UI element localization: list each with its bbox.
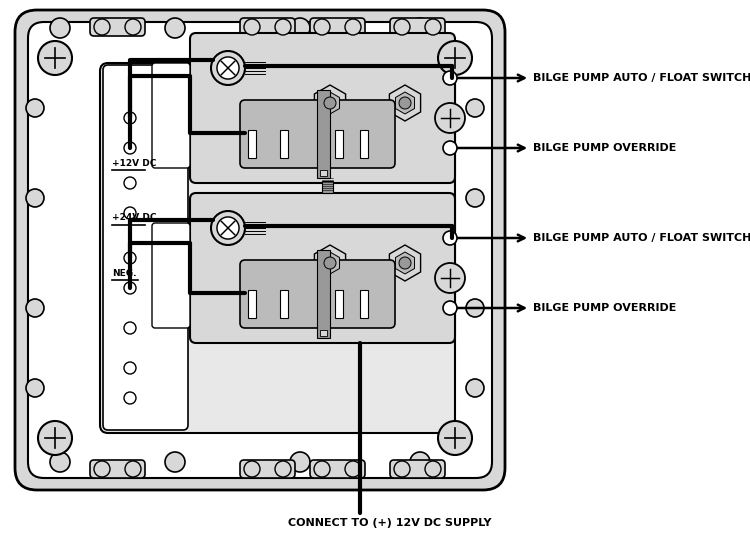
Circle shape — [50, 452, 70, 472]
Circle shape — [435, 103, 465, 133]
FancyBboxPatch shape — [190, 193, 455, 343]
Bar — [360, 130, 368, 158]
Circle shape — [345, 19, 361, 35]
FancyBboxPatch shape — [240, 100, 395, 168]
Circle shape — [275, 19, 291, 35]
Circle shape — [443, 301, 457, 315]
FancyBboxPatch shape — [310, 18, 365, 36]
Circle shape — [466, 299, 484, 317]
Circle shape — [94, 19, 110, 35]
Circle shape — [165, 452, 185, 472]
Circle shape — [124, 177, 136, 189]
Text: BILGE PUMP OVERRIDE: BILGE PUMP OVERRIDE — [533, 143, 676, 153]
Bar — [280, 130, 288, 158]
Circle shape — [275, 461, 291, 477]
FancyBboxPatch shape — [28, 22, 492, 478]
Circle shape — [124, 322, 136, 334]
Bar — [317, 90, 330, 178]
Bar — [335, 290, 343, 318]
Circle shape — [26, 99, 44, 117]
Circle shape — [50, 18, 70, 38]
Circle shape — [435, 263, 465, 293]
Circle shape — [38, 421, 72, 455]
Circle shape — [410, 18, 430, 38]
Bar — [322, 181, 333, 193]
Bar — [248, 130, 256, 158]
Circle shape — [217, 57, 239, 79]
Circle shape — [314, 461, 330, 477]
Circle shape — [165, 18, 185, 38]
Circle shape — [425, 19, 441, 35]
Circle shape — [211, 211, 245, 245]
FancyBboxPatch shape — [90, 460, 145, 478]
Text: +12V DC: +12V DC — [112, 159, 156, 167]
FancyBboxPatch shape — [90, 18, 145, 36]
Circle shape — [244, 19, 260, 35]
Circle shape — [399, 257, 411, 269]
Text: BILGE PUMP OVERRIDE: BILGE PUMP OVERRIDE — [533, 303, 676, 313]
Circle shape — [394, 461, 410, 477]
FancyBboxPatch shape — [240, 18, 295, 36]
Circle shape — [217, 217, 239, 239]
Circle shape — [394, 19, 410, 35]
FancyBboxPatch shape — [100, 63, 455, 433]
Bar — [320, 330, 327, 336]
Circle shape — [94, 461, 110, 477]
FancyBboxPatch shape — [390, 18, 445, 36]
Text: NEG.: NEG. — [112, 268, 136, 278]
Circle shape — [124, 282, 136, 294]
Text: CONNECT TO (+) 12V DC SUPPLY: CONNECT TO (+) 12V DC SUPPLY — [288, 518, 492, 528]
Circle shape — [125, 461, 141, 477]
Circle shape — [124, 207, 136, 219]
Circle shape — [345, 461, 361, 477]
Circle shape — [124, 112, 136, 124]
Circle shape — [290, 18, 310, 38]
Circle shape — [324, 97, 336, 109]
Circle shape — [466, 189, 484, 207]
Circle shape — [26, 299, 44, 317]
FancyBboxPatch shape — [310, 460, 365, 478]
Circle shape — [466, 99, 484, 117]
FancyBboxPatch shape — [152, 223, 190, 328]
Circle shape — [211, 51, 245, 85]
Circle shape — [124, 252, 136, 264]
Circle shape — [399, 97, 411, 109]
Bar — [320, 170, 327, 176]
Bar — [280, 290, 288, 318]
Circle shape — [324, 257, 336, 269]
Bar — [360, 290, 368, 318]
Circle shape — [443, 141, 457, 155]
FancyBboxPatch shape — [103, 65, 188, 430]
Circle shape — [26, 189, 44, 207]
Circle shape — [443, 71, 457, 85]
FancyBboxPatch shape — [15, 10, 505, 490]
Bar — [248, 290, 256, 318]
Bar — [317, 250, 330, 338]
Circle shape — [124, 362, 136, 374]
Circle shape — [443, 231, 457, 245]
Circle shape — [314, 19, 330, 35]
Circle shape — [425, 461, 441, 477]
Circle shape — [410, 452, 430, 472]
Circle shape — [438, 41, 472, 75]
Circle shape — [244, 461, 260, 477]
Text: +24V DC: +24V DC — [112, 214, 157, 223]
FancyBboxPatch shape — [190, 33, 455, 183]
Circle shape — [38, 41, 72, 75]
Text: BILGE PUMP AUTO / FLOAT SWITCH: BILGE PUMP AUTO / FLOAT SWITCH — [533, 233, 750, 243]
Circle shape — [124, 392, 136, 404]
Circle shape — [290, 452, 310, 472]
Bar — [335, 130, 343, 158]
Circle shape — [438, 421, 472, 455]
Circle shape — [125, 19, 141, 35]
Text: BILGE PUMP AUTO / FLOAT SWITCH: BILGE PUMP AUTO / FLOAT SWITCH — [533, 73, 750, 83]
Circle shape — [26, 379, 44, 397]
FancyBboxPatch shape — [240, 260, 395, 328]
Circle shape — [124, 142, 136, 154]
FancyBboxPatch shape — [390, 460, 445, 478]
Circle shape — [466, 379, 484, 397]
FancyBboxPatch shape — [240, 460, 295, 478]
FancyBboxPatch shape — [152, 63, 190, 168]
